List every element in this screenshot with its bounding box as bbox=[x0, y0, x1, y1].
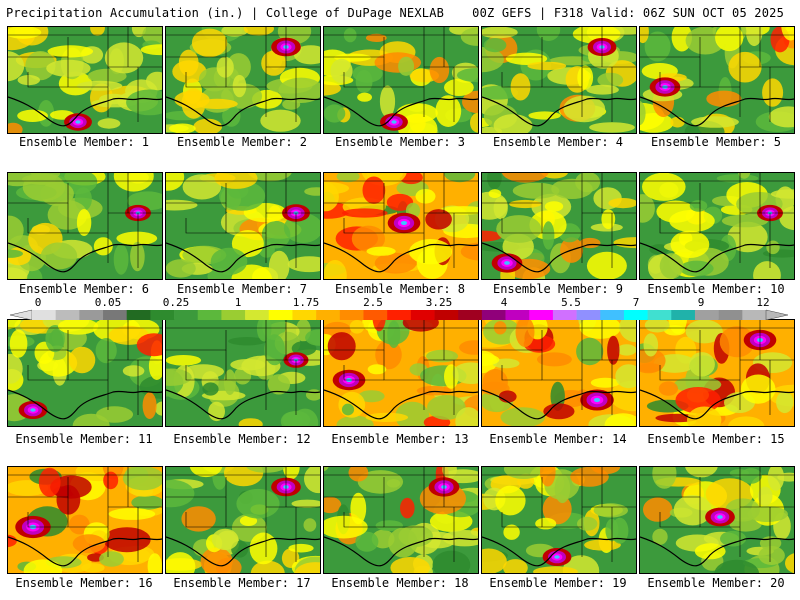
map-title: Precipitation Accumulation (in.) | Colle… bbox=[6, 6, 445, 20]
ensemble-member-label: Ensemble Member: 2 bbox=[176, 135, 308, 149]
ensemble-member-map bbox=[7, 26, 163, 134]
ensemble-member-label: Ensemble Member: 20 bbox=[647, 576, 785, 590]
colorbar-tick-label: 5.5 bbox=[561, 296, 581, 309]
ensemble-member-map bbox=[165, 172, 321, 280]
ensemble-member-label: Ensemble Member: 3 bbox=[334, 135, 466, 149]
colorbar-tick-label: 0.25 bbox=[163, 296, 190, 309]
ensemble-member-label: Ensemble Member: 18 bbox=[331, 576, 469, 590]
colorbar-legend: 0 0.05 0.25 1 1.75 2.5 3.25 4 5.5 7 9 12 bbox=[9, 296, 789, 320]
ensemble-member-label: Ensemble Member: 17 bbox=[173, 576, 311, 590]
ensemble-member-map bbox=[481, 466, 637, 574]
colorbar-tick-label: 4 bbox=[501, 296, 508, 309]
colorbar-swatch bbox=[55, 310, 80, 320]
colorbar-swatch bbox=[458, 310, 483, 320]
colorbar-swatch bbox=[387, 310, 412, 320]
ensemble-member-label: Ensemble Member: 13 bbox=[331, 432, 469, 446]
ensemble-member-label: Ensemble Member: 15 bbox=[647, 432, 785, 446]
ensemble-member-label: Ensemble Member: 12 bbox=[173, 432, 311, 446]
colorbar-swatch bbox=[221, 310, 246, 320]
colorbar-tick-label: 9 bbox=[698, 296, 705, 309]
ensemble-member-label: Ensemble Member: 7 bbox=[176, 282, 308, 296]
ensemble-member-label: Ensemble Member: 9 bbox=[492, 282, 624, 296]
colorbar-swatch bbox=[32, 310, 56, 320]
colorbar-tick-label: 0 bbox=[35, 296, 42, 309]
run-info: 00Z GEFS | F318 Valid: 06Z SUN OCT 05 20… bbox=[472, 6, 784, 20]
colorbar-swatch bbox=[410, 310, 435, 320]
colorbar-swatch bbox=[268, 310, 293, 320]
colorbar-swatch bbox=[481, 310, 506, 320]
ensemble-member-map bbox=[639, 26, 795, 134]
colorbar-tick-label: 0.05 bbox=[95, 296, 122, 309]
colorbar-swatch bbox=[694, 310, 719, 320]
colorbar-tick-label: 3.25 bbox=[426, 296, 453, 309]
colorbar-swatch bbox=[197, 310, 222, 320]
colorbar-tick-label: 12 bbox=[756, 296, 769, 309]
ensemble-member-label: Ensemble Member: 1 bbox=[18, 135, 150, 149]
colorbar-swatch bbox=[671, 310, 696, 320]
ensemble-member-map bbox=[323, 466, 479, 574]
ensemble-member-map bbox=[323, 172, 479, 280]
colorbar-swatch bbox=[363, 310, 388, 320]
colorbar-swatch bbox=[529, 310, 554, 320]
colorbar-swatch bbox=[742, 310, 767, 320]
ensemble-member-label: Ensemble Member: 16 bbox=[15, 576, 153, 590]
ensemble-member-map bbox=[165, 319, 321, 427]
colorbar-swatch bbox=[434, 310, 459, 320]
colorbar-swatch bbox=[552, 310, 577, 320]
colorbar-swatch bbox=[245, 310, 270, 320]
ensemble-member-label: Ensemble Member: 6 bbox=[18, 282, 150, 296]
ensemble-member-map bbox=[7, 319, 163, 427]
colorbar-max-arrow bbox=[765, 309, 789, 320]
ensemble-member-label: Ensemble Member: 10 bbox=[647, 282, 785, 296]
ensemble-member-label: Ensemble Member: 8 bbox=[334, 282, 466, 296]
ensemble-member-label: Ensemble Member: 4 bbox=[492, 135, 624, 149]
colorbar-swatch bbox=[150, 310, 175, 320]
ensemble-member-map bbox=[481, 26, 637, 134]
ensemble-member-map bbox=[165, 26, 321, 134]
ensemble-member-map bbox=[7, 466, 163, 574]
ensemble-member-map bbox=[323, 319, 479, 427]
ensemble-member-map bbox=[481, 319, 637, 427]
colorbar-min-arrow bbox=[9, 309, 33, 320]
colorbar-swatch bbox=[339, 310, 364, 320]
colorbar-swatch bbox=[623, 310, 648, 320]
ensemble-member-label: Ensemble Member: 19 bbox=[489, 576, 627, 590]
ensemble-member-label: Ensemble Member: 14 bbox=[489, 432, 627, 446]
ensemble-member-map bbox=[639, 172, 795, 280]
colorbar-swatch bbox=[505, 310, 530, 320]
colorbar-tick-label: 1 bbox=[235, 296, 242, 309]
ensemble-member-map bbox=[165, 466, 321, 574]
colorbar-swatch bbox=[79, 310, 104, 320]
ensemble-member-label: Ensemble Member: 5 bbox=[650, 135, 782, 149]
ensemble-member-map bbox=[639, 319, 795, 427]
colorbar-swatch bbox=[126, 310, 151, 320]
colorbar-swatch bbox=[718, 310, 743, 320]
ensemble-member-label: Ensemble Member: 11 bbox=[15, 432, 153, 446]
ensemble-member-map bbox=[323, 26, 479, 134]
colorbar-swatch bbox=[292, 310, 317, 320]
colorbar-swatch bbox=[600, 310, 625, 320]
colorbar-swatch bbox=[103, 310, 128, 320]
colorbar-swatch bbox=[647, 310, 672, 320]
colorbar-tick-label: 2.5 bbox=[363, 296, 383, 309]
colorbar-swatch bbox=[174, 310, 199, 320]
ensemble-member-map bbox=[639, 466, 795, 574]
ensemble-member-map bbox=[7, 172, 163, 280]
colorbar-tick-label: 7 bbox=[633, 296, 640, 309]
colorbar-swatch bbox=[576, 310, 601, 320]
colorbar-tick-label: 1.75 bbox=[293, 296, 320, 309]
ensemble-member-map bbox=[481, 172, 637, 280]
colorbar-swatch bbox=[316, 310, 341, 320]
